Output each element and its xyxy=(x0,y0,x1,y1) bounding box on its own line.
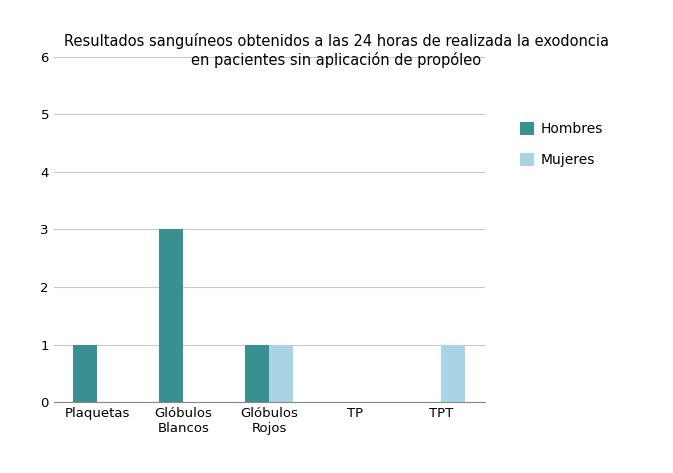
Bar xyxy=(160,229,183,402)
Legend: Hombres, Mujeres: Hombres, Mujeres xyxy=(513,115,610,174)
Bar xyxy=(269,344,293,402)
Text: Resultados sanguíneos obtenidos a las 24 horas de realizada la exodoncia
en paci: Resultados sanguíneos obtenidos a las 24… xyxy=(64,33,609,68)
Bar xyxy=(441,344,465,402)
Bar xyxy=(245,344,269,402)
Bar xyxy=(73,344,98,402)
